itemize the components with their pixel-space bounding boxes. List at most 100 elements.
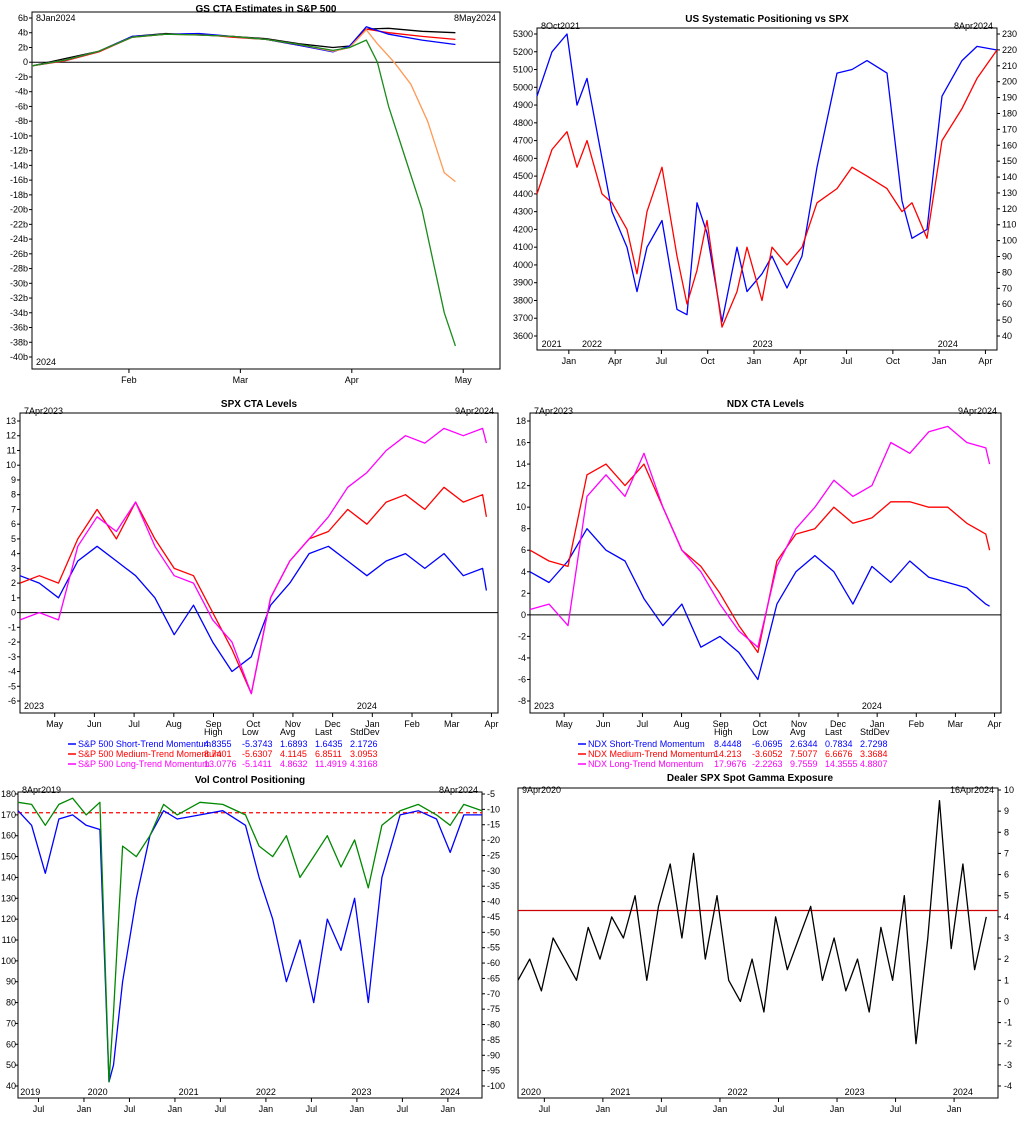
cta-gs-ytick-label: -38b bbox=[10, 337, 28, 347]
systematic-vs-spx-xtick-label: Apr bbox=[978, 356, 992, 366]
spx-cta-series-line bbox=[19, 486, 488, 695]
vol-control-yright-tick-label: -65 bbox=[487, 973, 500, 983]
systematic-vs-spx-yright-tick-label: 140 bbox=[1002, 172, 1017, 182]
cta-gs-ytick-label: -6b bbox=[15, 101, 28, 111]
systematic-vs-spx-xtick-label: Apr bbox=[793, 356, 807, 366]
ndx-cta-ytick-label: 12 bbox=[516, 481, 526, 491]
vol-control-year-label: 2021 bbox=[179, 1087, 199, 1097]
dealer-gamma-date-end: 16Apr2024 bbox=[950, 785, 994, 795]
systematic-vs-spx-yleft-tick-label: 3700 bbox=[513, 313, 533, 323]
ndx-cta-xtick-label: Dec bbox=[830, 719, 847, 729]
dealer-gamma-year-label: 2021 bbox=[610, 1087, 630, 1097]
ndx-cta-legend-name: NDX Long-Trend Momentum bbox=[588, 759, 703, 769]
spx-cta-ytick-label: 4 bbox=[11, 549, 16, 559]
dealer-gamma-ytick-label: -4 bbox=[1004, 1081, 1012, 1091]
spx-cta-legend-header: Last bbox=[315, 727, 333, 737]
systematic-vs-spx-yright-tick-label: 160 bbox=[1002, 140, 1017, 150]
ndx-cta-series-line bbox=[529, 528, 990, 681]
systematic-vs-spx-xtick-label: Oct bbox=[886, 356, 901, 366]
spx-cta-xtick-label: Dec bbox=[325, 719, 342, 729]
systematic-vs-spx-yleft-tick-label: 4700 bbox=[513, 136, 533, 146]
ndx-cta-plot-area bbox=[529, 412, 1002, 714]
cta-gs-year-label: 2024 bbox=[36, 357, 56, 367]
dealer-gamma-xtick-label: Jul bbox=[773, 1104, 785, 1114]
spx-cta-ytick-label: 2 bbox=[11, 578, 16, 588]
ndx-cta-legend-value: -2.2263 bbox=[752, 759, 783, 769]
cta-gs-ytick-label: 2b bbox=[18, 42, 28, 52]
ndx-cta-xtick-label: Feb bbox=[909, 719, 925, 729]
vol-control-xtick-label: Jan bbox=[259, 1104, 274, 1114]
systematic-vs-spx-yleft-tick-label: 4200 bbox=[513, 224, 533, 234]
vol-control-yright-tick-label: -10 bbox=[487, 804, 500, 814]
spx-cta-legend-value: 1.6893 bbox=[280, 739, 308, 749]
dealer-gamma-xtick-label: Jul bbox=[656, 1104, 668, 1114]
vol-control-yleft-tick-label: 80 bbox=[6, 998, 16, 1008]
ndx-cta-date-end: 9Apr2024 bbox=[958, 406, 997, 416]
ndx-cta-legend-value: 4.8807 bbox=[860, 759, 888, 769]
dealer-gamma-ytick-label: 4 bbox=[1004, 912, 1009, 922]
vol-control-yleft-tick-label: 60 bbox=[6, 1039, 16, 1049]
systematic-vs-spx-plot-area bbox=[536, 27, 998, 351]
systematic-vs-spx-yright-tick-label: 230 bbox=[1002, 29, 1017, 39]
vol-control-yright-tick-label: -35 bbox=[487, 881, 500, 891]
vol-control-yright-tick-label: -70 bbox=[487, 989, 500, 999]
systematic-vs-spx-yleft-tick-label: 4100 bbox=[513, 242, 533, 252]
ndx-cta-ytick-label: 2 bbox=[521, 588, 526, 598]
cta-gs-ytick-label: -32b bbox=[10, 293, 28, 303]
cta-gs-ytick-label: -36b bbox=[10, 323, 28, 333]
dealer-gamma-ytick-label: 1 bbox=[1004, 975, 1009, 985]
spx-cta-ytick-label: 3 bbox=[11, 563, 16, 573]
ndx-cta-ytick-label: 0 bbox=[521, 610, 526, 620]
spx-cta-legend-value: 4.8632 bbox=[280, 759, 308, 769]
spx-cta-ytick-label: 6 bbox=[11, 519, 16, 529]
ndx-cta-legend-header: StdDev bbox=[860, 727, 890, 737]
cta-gs-title: GS CTA Estimates in S&P 500 bbox=[196, 4, 337, 15]
systematic-vs-spx-xtick-label: Jan bbox=[562, 356, 577, 366]
cta-gs-xtick-label: Apr bbox=[345, 375, 359, 385]
ndx-cta-ytick-label: -2 bbox=[518, 631, 526, 641]
systematic-vs-spx-xtick-label: Jan bbox=[747, 356, 762, 366]
dealer-gamma-ytick-label: -3 bbox=[1004, 1060, 1012, 1070]
spx-cta-legend-value: 2.1726 bbox=[350, 739, 378, 749]
vol-control-year-label: 2023 bbox=[351, 1087, 371, 1097]
spx-cta-ytick-label: 0 bbox=[11, 608, 16, 618]
systematic-vs-spx-xtick-label: Apr bbox=[608, 356, 622, 366]
cta-gs-date-start: 8Jan2024 bbox=[36, 13, 76, 23]
vol-control-yleft-tick-label: 120 bbox=[1, 914, 16, 924]
vol-control-title: Vol Control Positioning bbox=[195, 775, 305, 786]
vol-control-yright-tick-label: -40 bbox=[487, 897, 500, 907]
systematic-vs-spx-yright-tick-label: 130 bbox=[1002, 188, 1017, 198]
dealer-gamma-ytick-label: 3 bbox=[1004, 933, 1009, 943]
systematic-vs-spx-yleft-tick-label: 4300 bbox=[513, 207, 533, 217]
ndx-cta-legend-value: 17.9676 bbox=[714, 759, 747, 769]
vol-control-yright-tick-label: -55 bbox=[487, 943, 500, 953]
spx-cta-series-line bbox=[19, 427, 488, 695]
systematic-vs-spx-year-label: 2021 bbox=[542, 339, 562, 349]
spx-cta-legend-name: S&P 500 Short-Trend Momentum bbox=[78, 739, 211, 749]
ndx-cta-legend-value: 8.4448 bbox=[714, 739, 742, 749]
ndx-cta-legend-value: -6.0695 bbox=[752, 739, 783, 749]
dealer-gamma-xtick-label: Jul bbox=[890, 1104, 902, 1114]
vol-control-yleft-tick-label: 90 bbox=[6, 977, 16, 987]
ndx-cta-xtick-label: Jan bbox=[870, 719, 885, 729]
systematic-vs-spx-yright-tick-label: 60 bbox=[1002, 299, 1012, 309]
vol-control-xtick-label: Jul bbox=[33, 1104, 45, 1114]
ndx-cta-legend-value: 6.6676 bbox=[825, 749, 853, 759]
cta-gs-ytick-label: -10b bbox=[10, 131, 28, 141]
systematic-vs-spx-yright-tick-label: 80 bbox=[1002, 267, 1012, 277]
systematic-vs-spx-yleft-tick-label: 4600 bbox=[513, 153, 533, 163]
ndx-cta-ytick-label: 14 bbox=[516, 459, 526, 469]
ndx-cta-year-label: 2024 bbox=[862, 701, 882, 711]
spx-cta-ytick-label: 11 bbox=[7, 445, 16, 455]
spx-cta-legend-value: 6.8511 bbox=[315, 749, 342, 759]
vol-control-yright-tick-label: -20 bbox=[487, 835, 500, 845]
spx-cta-legend-value: -5.3743 bbox=[242, 739, 273, 749]
spx-cta-ytick-label: -3 bbox=[8, 652, 16, 662]
spx-cta-title: SPX CTA Levels bbox=[221, 399, 298, 410]
ndx-cta-ytick-label: 16 bbox=[516, 438, 526, 448]
systematic-vs-spx-yright-tick-label: 150 bbox=[1002, 156, 1017, 166]
dealer-gamma-ytick-label: 9 bbox=[1004, 806, 1009, 816]
vol-control-yright-tick-label: -50 bbox=[487, 927, 500, 937]
spx-cta-date-end: 9Apr2024 bbox=[455, 406, 494, 416]
